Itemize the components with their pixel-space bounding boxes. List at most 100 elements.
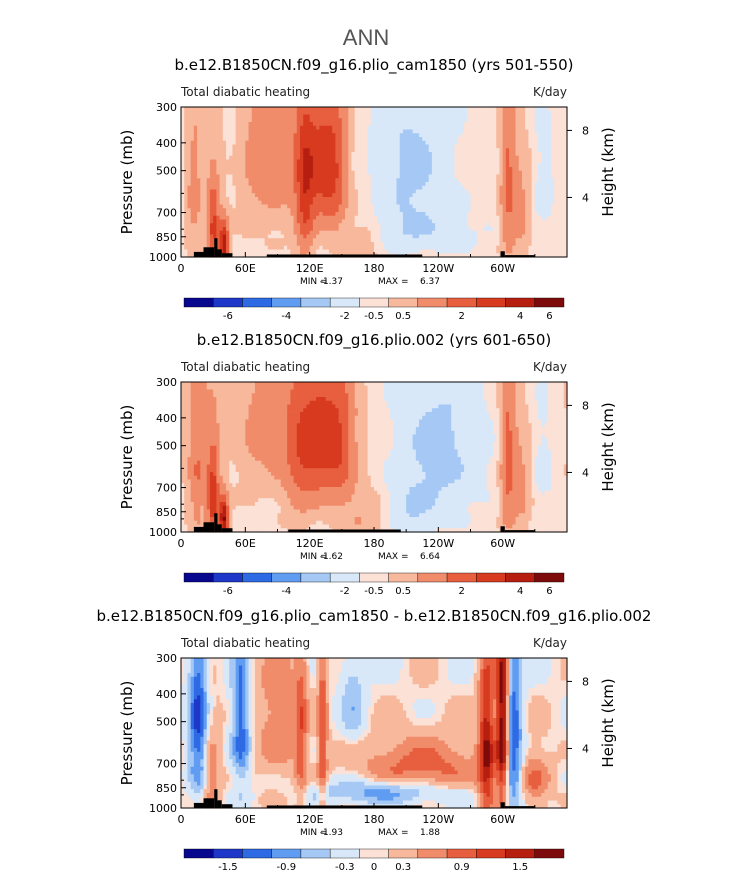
heat-cell (402, 122, 407, 127)
heat-cell (319, 107, 324, 112)
heat-cell (499, 118, 504, 123)
heat-cell (534, 122, 539, 127)
heat-cell (534, 129, 539, 134)
heat-cell (493, 114, 497, 119)
heat-cell (531, 107, 536, 112)
heat-cell (422, 118, 427, 123)
heat-cell (229, 114, 234, 119)
heat-cell (193, 137, 198, 142)
heat-cell (219, 133, 224, 138)
topography-block (221, 253, 233, 257)
heat-cell (525, 114, 529, 119)
heat-cell (476, 137, 481, 142)
heat-cell (390, 137, 394, 142)
heat-cell (197, 133, 201, 138)
heat-cell (393, 114, 398, 119)
heat-cell (518, 125, 523, 131)
heat-cell (415, 110, 420, 116)
heat-cell (242, 114, 246, 119)
heat-cell (328, 133, 333, 138)
heat-cell (422, 107, 427, 112)
heat-cell (370, 122, 375, 127)
colorbar-swatch (213, 297, 243, 308)
heat-cell (209, 140, 214, 146)
heat-cell (200, 133, 205, 138)
heat-cell (480, 122, 484, 127)
heat-cell (486, 107, 491, 112)
heat-cell (222, 133, 227, 138)
max-value: 6.37 (420, 277, 440, 287)
heat-cell (383, 125, 388, 131)
heat-cell (264, 137, 269, 142)
heat-cell (447, 140, 452, 146)
heat-cell (525, 107, 529, 112)
heat-cell (402, 125, 407, 131)
heat-cell (396, 140, 401, 146)
heat-cell (412, 133, 417, 138)
heat-cell (190, 129, 195, 134)
heat-cell (374, 125, 378, 131)
heat-cell (341, 125, 346, 131)
heat-cell (280, 133, 285, 138)
heat-cell (213, 122, 217, 127)
colorbar-swatch (505, 297, 535, 308)
heat-cell (296, 129, 301, 134)
heat-cell (184, 114, 189, 119)
heat-cell (544, 137, 549, 142)
heat-cell (544, 133, 549, 138)
heat-cell (502, 110, 507, 116)
heat-cell (444, 125, 449, 131)
heat-cell (181, 125, 185, 131)
heat-cell (245, 107, 250, 112)
heat-cell (499, 110, 504, 116)
heat-cell (348, 122, 353, 127)
heat-cell (213, 118, 217, 123)
heat-cell (197, 137, 201, 142)
heat-cell (287, 140, 291, 146)
heat-cell (422, 140, 427, 146)
heat-cell (309, 110, 314, 116)
heat-cell (187, 144, 192, 149)
heat-cell (181, 133, 185, 138)
heat-cell (560, 133, 565, 138)
heat-cell (293, 118, 298, 123)
heat-cell (406, 129, 410, 134)
heat-cell (531, 118, 536, 123)
heat-cell (213, 144, 217, 149)
heat-cell (396, 125, 401, 131)
heat-cell (312, 114, 317, 119)
heat-cell (229, 137, 234, 142)
heat-cell (341, 133, 346, 138)
heat-cell (370, 137, 375, 142)
heat-cell (287, 137, 291, 142)
heat-cell (367, 133, 372, 138)
heat-cell (219, 122, 224, 127)
heat-cell (193, 144, 198, 149)
heat-cell (419, 110, 423, 116)
heat-cell (258, 129, 263, 134)
heat-cell (419, 137, 423, 142)
heat-cell (335, 107, 340, 112)
heat-cell (248, 107, 253, 112)
heat-cell (499, 107, 504, 112)
heat-cell (390, 140, 394, 146)
heat-cell (357, 133, 362, 138)
heat-cell (419, 107, 423, 112)
heat-cell (509, 114, 513, 119)
heat-cell (521, 118, 526, 123)
heat-cell (254, 110, 259, 116)
heat-cell (538, 107, 542, 112)
heat-cell (444, 140, 449, 146)
heat-cell (216, 133, 221, 138)
heat-cell (422, 133, 427, 138)
heat-cell (374, 118, 378, 123)
heat-cell (509, 125, 513, 131)
heat-cell (457, 129, 462, 134)
colorbar-swatch (476, 297, 506, 308)
heat-cell (390, 129, 394, 134)
y-tick-label: 300 (156, 101, 177, 114)
heat-cell (370, 107, 375, 112)
heat-cell (380, 122, 385, 127)
heat-cell (480, 133, 484, 138)
heat-cell (380, 140, 385, 146)
